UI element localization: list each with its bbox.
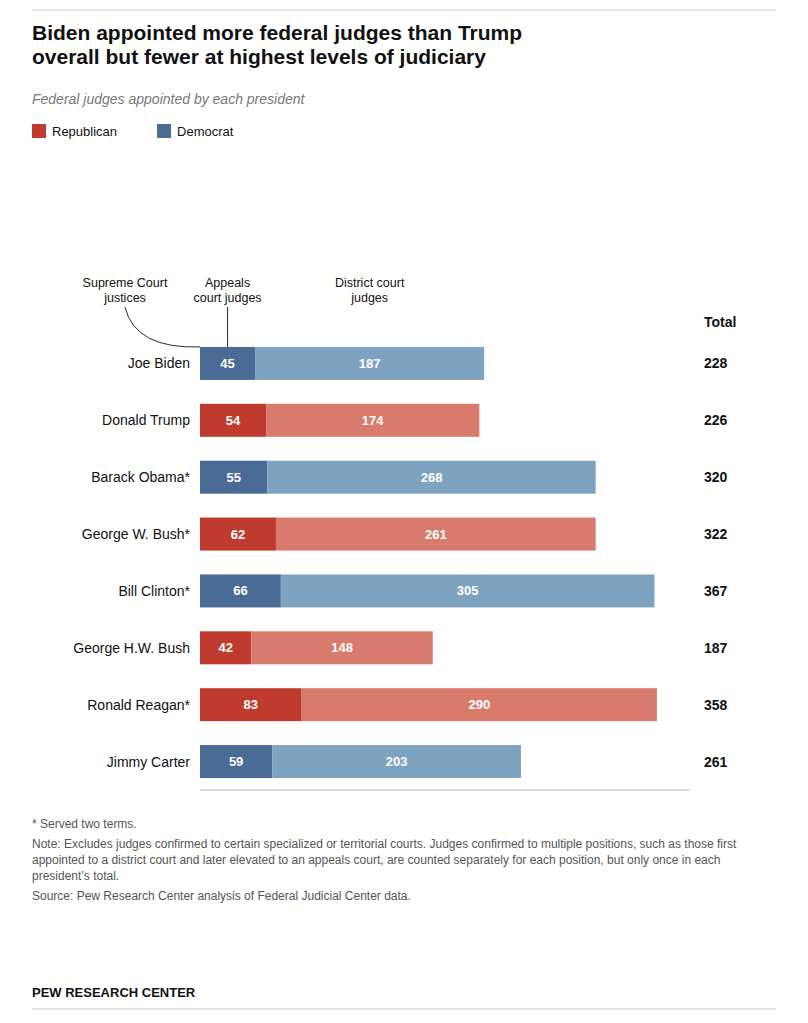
total-label: 226 [704, 412, 728, 428]
total-label: 358 [704, 697, 728, 713]
category-label: Joe Biden [128, 355, 190, 371]
legend-swatch [157, 124, 171, 138]
legend-swatch [32, 124, 46, 138]
data-label: 174 [362, 413, 384, 428]
title-line: overall but fewer at highest levels of j… [32, 45, 486, 68]
total-label: 261 [704, 754, 728, 770]
bar-segment [200, 461, 267, 494]
subtitle: Federal judges appointed by each preside… [32, 91, 306, 107]
category-label: Ronald Reagan* [87, 697, 190, 713]
total-header: Total [704, 314, 736, 330]
title-line: Biden appointed more federal judges than… [32, 21, 522, 44]
total-label: 187 [704, 640, 728, 656]
category-label: Barack Obama* [91, 469, 190, 485]
note: Source: Pew Research Center analysis of … [32, 889, 411, 903]
bar-segment [302, 688, 657, 721]
data-label: 45 [220, 356, 234, 371]
legend-label: Democrat [177, 124, 234, 139]
header-leader [227, 307, 228, 347]
bar-segment [281, 574, 655, 607]
labels: 45 187 54 174 55 268 62 261 66 305 42 148 83 290 59 203 [218, 356, 490, 769]
bar-segment [200, 347, 255, 380]
note-line: Source: Pew Research Center analysis of … [32, 889, 411, 903]
legend-label: Republican [52, 124, 117, 139]
data-label: 66 [233, 583, 247, 598]
branding: PEW RESEARCH CENTER [32, 985, 196, 1000]
annotation-line: Supreme Court [83, 276, 168, 290]
title: Biden appointed more federal judges than… [32, 21, 522, 68]
annotation: Supreme Courtjustices [83, 276, 168, 305]
total-label: 367 [704, 583, 728, 599]
column-header-line: Appeals [205, 276, 250, 290]
category-label: Bill Clinton* [118, 583, 190, 599]
bar-segment [200, 518, 276, 551]
data-label: 62 [231, 527, 245, 542]
data-label: 203 [386, 754, 408, 769]
data-label: 59 [229, 754, 243, 769]
column-header-line: court judges [194, 291, 262, 305]
data-label: 290 [468, 697, 490, 712]
category-label: Donald Trump [102, 412, 190, 428]
column-header-line: District court [335, 276, 405, 290]
bar-segment [200, 745, 272, 778]
top-rule [32, 10, 776, 11]
data-label: 268 [421, 470, 443, 485]
data-label: 148 [331, 640, 353, 655]
note-line: appointed to a district court and later … [32, 853, 720, 867]
column-header: Appealscourt judges [194, 276, 262, 305]
bars [200, 347, 657, 778]
data-label: 187 [359, 356, 381, 371]
annotation-line: justices [103, 291, 146, 305]
bar-segment [200, 688, 302, 721]
bar-segment [200, 574, 281, 607]
total-label: 322 [704, 526, 728, 542]
note-line: * Served two terms. [32, 817, 137, 831]
bar-segment [272, 745, 521, 778]
note: Note: Excludes judges confirmed to certa… [32, 837, 737, 883]
data-label: 42 [218, 640, 232, 655]
note-line: Note: Excludes judges confirmed to certa… [32, 837, 737, 851]
category-label: George W. Bush* [82, 526, 191, 542]
bar-segment [200, 404, 266, 437]
bar-segment [255, 347, 484, 380]
annotation-leader [125, 307, 200, 347]
bar-segment [251, 631, 432, 664]
data-label: 54 [226, 413, 241, 428]
bar-segment [276, 518, 596, 551]
column-header-line: judges [350, 291, 388, 305]
note: * Served two terms. [32, 817, 137, 831]
data-label: 55 [226, 470, 240, 485]
bar-segment [266, 404, 479, 437]
bottom-rule [32, 1009, 776, 1010]
chart: Biden appointed more federal judges than… [0, 0, 808, 1023]
column-header: District courtjudges [335, 276, 405, 305]
note-line: president’s total. [32, 869, 119, 883]
total-label: 320 [704, 469, 728, 485]
bar-segment [267, 461, 595, 494]
bar-segment [200, 631, 251, 664]
category-label: Jimmy Carter [107, 754, 191, 770]
data-label: 261 [425, 527, 447, 542]
data-label: 305 [457, 583, 479, 598]
total-label: 228 [704, 355, 728, 371]
category-label: George H.W. Bush [73, 640, 190, 656]
x-axis-line [200, 790, 690, 791]
data-label: 83 [244, 697, 258, 712]
